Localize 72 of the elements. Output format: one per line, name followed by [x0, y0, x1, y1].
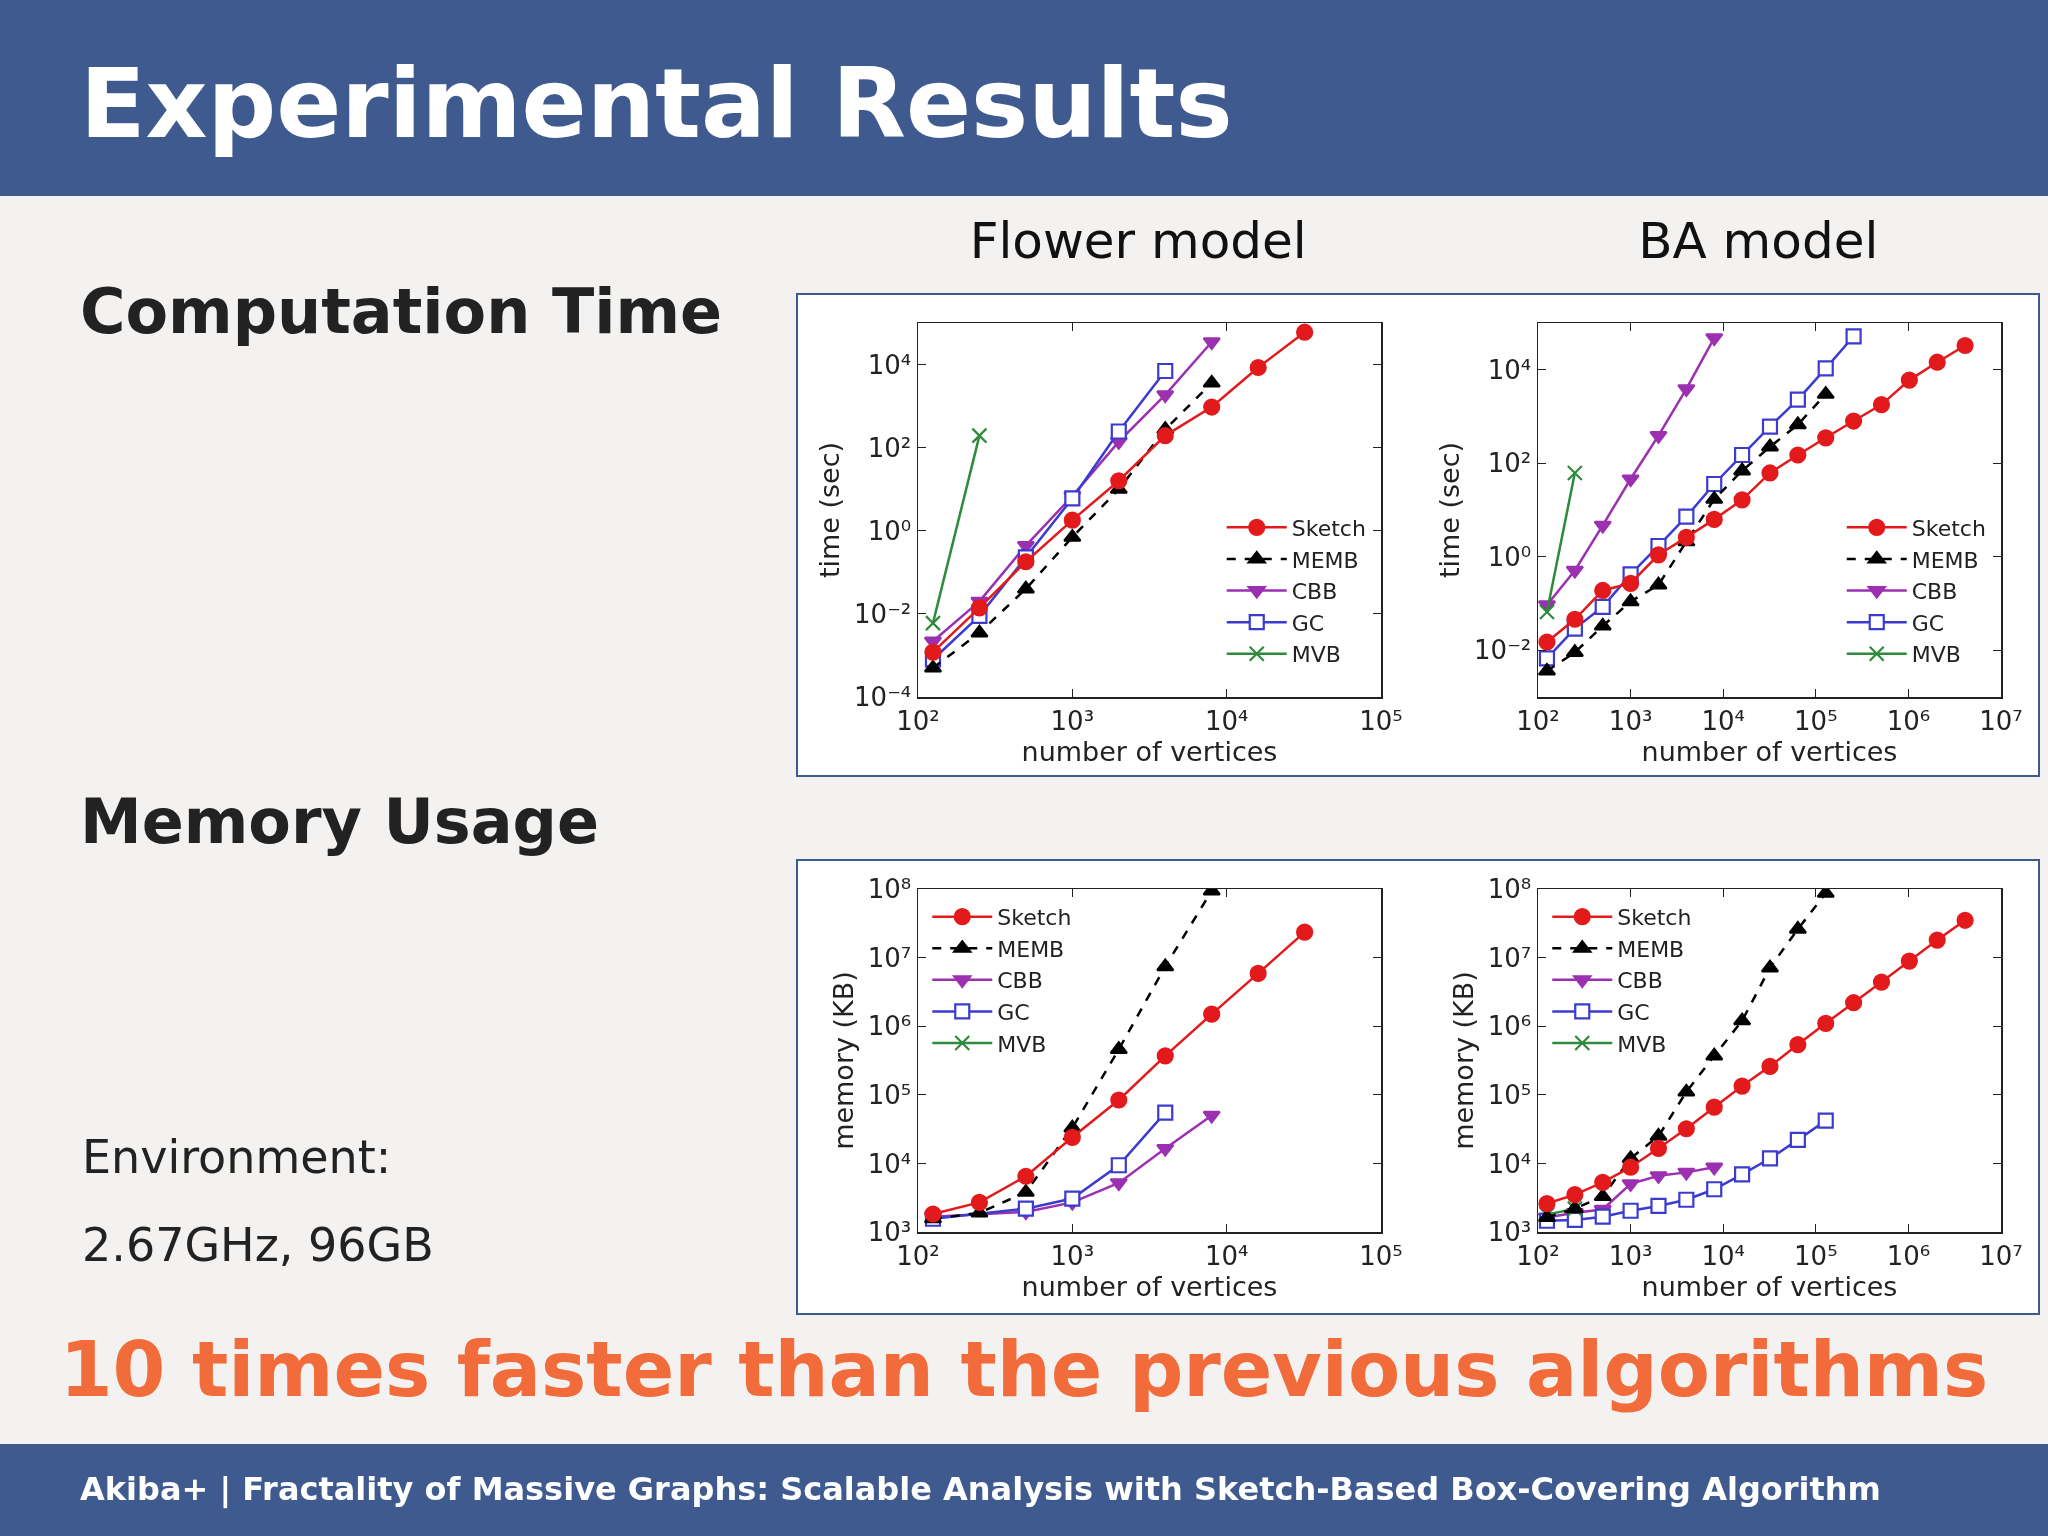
legend-label: Sketch: [997, 905, 1072, 931]
y-tick-label: 10⁴: [1487, 1148, 1532, 1179]
legend-label: Sketch: [1911, 515, 1986, 541]
y-axis-title: time (sec): [1434, 441, 1466, 579]
y-axis-title: memory (KB): [1448, 971, 1480, 1150]
x-tick-label: 10⁴: [1204, 705, 1249, 736]
legend-label: MVB: [997, 1031, 1047, 1057]
text: Akiba+ | Fractality of Massive Graphs: Scalable Analysis with Sketch-Based Box-Covering Algorithm: [80, 1470, 1881, 1508]
y-axis-title: memory (KB): [828, 971, 860, 1150]
x-axis-title: number of vertices: [1021, 1270, 1278, 1302]
y-tick-label: 10²: [867, 432, 912, 463]
legend-label: CBB: [1911, 579, 1958, 605]
x-tick-label: 10⁵: [1359, 1240, 1403, 1271]
x-tick-label: 10³: [1608, 1240, 1653, 1271]
legend-label: GC: [1911, 610, 1945, 636]
y-tick-label: 10⁴: [1487, 354, 1532, 385]
legend-label: MVB: [1911, 642, 1961, 668]
legend-label: CBB: [1291, 579, 1338, 605]
x-tick-label: 10⁶: [1886, 1240, 1931, 1271]
y-tick-label: 10⁵: [1487, 1079, 1532, 1110]
text: Computation Time: [80, 275, 723, 348]
y-tick-label: 10⁰: [867, 515, 912, 546]
text: Experimental Results: [80, 48, 1233, 160]
x-tick-label: 10⁵: [1359, 705, 1403, 736]
x-tick-label: 10⁵: [1794, 1240, 1838, 1271]
x-tick-label: 10³: [1608, 705, 1653, 736]
y-tick-label: 10⁷: [867, 942, 912, 973]
y-tick-label: 10²: [1487, 448, 1532, 479]
x-tick-label: 10⁷: [1979, 1240, 2023, 1271]
x-axis-title: number of vertices: [1641, 1270, 1898, 1302]
x-axis-title: number of vertices: [1641, 735, 1898, 767]
legend-label: GC: [997, 1000, 1030, 1026]
chart-title: BA model: [1638, 212, 1879, 271]
legend-label: Sketch: [1617, 905, 1692, 931]
legend-label: MVB: [1617, 1031, 1667, 1057]
x-tick-label: 10³: [1050, 1240, 1095, 1271]
text: 2.67GHz, 96GB: [82, 1218, 434, 1272]
text: 10 times faster than the previous algorithms: [58, 1325, 1990, 1414]
y-tick-label: 10⁻²: [1474, 635, 1532, 666]
x-axis-title: number of vertices: [1021, 735, 1278, 767]
legend-label: MVB: [1291, 642, 1341, 668]
x-tick-label: 10²: [1516, 705, 1560, 736]
y-tick-label: 10⁴: [867, 1148, 912, 1179]
y-tick-label: 10⁶: [867, 1011, 912, 1042]
y-tick-label: 10⁸: [1487, 874, 1532, 905]
y-axis-title: time (sec): [814, 441, 846, 579]
x-tick-label: 10³: [1050, 705, 1095, 736]
legend-label: MEMB: [1291, 547, 1359, 573]
text: Environment:: [82, 1130, 392, 1184]
x-tick-label: 10⁴: [1701, 1240, 1745, 1271]
y-tick-label: 10⁶: [1487, 1011, 1532, 1042]
legend-label: MEMB: [1911, 547, 1979, 573]
x-tick-label: 10⁴: [1701, 705, 1745, 736]
y-tick-label: 10⁻²: [854, 598, 912, 629]
chart-title: Flower model: [969, 212, 1307, 271]
legend-label: GC: [1291, 610, 1325, 636]
legend-label: MEMB: [997, 936, 1065, 962]
text: Memory Usage: [80, 785, 600, 858]
legend-label: CBB: [997, 968, 1043, 994]
x-tick-label: 10⁵: [1794, 705, 1838, 736]
x-tick-label: 10⁷: [1979, 705, 2023, 736]
x-tick-label: 10⁶: [1886, 705, 1931, 736]
legend-label: Sketch: [1291, 515, 1366, 541]
y-tick-label: 10⁷: [1487, 942, 1532, 973]
y-tick-label: 10⁵: [867, 1079, 912, 1110]
legend-label: CBB: [1617, 968, 1663, 994]
y-tick-label: 10⁰: [1487, 541, 1532, 572]
y-tick-label: 10⁸: [867, 874, 912, 905]
legend-label: GC: [1617, 1000, 1650, 1026]
y-tick-label: 10⁴: [867, 349, 912, 380]
x-tick-label: 10⁴: [1204, 1240, 1249, 1271]
legend-label: MEMB: [1617, 936, 1685, 962]
